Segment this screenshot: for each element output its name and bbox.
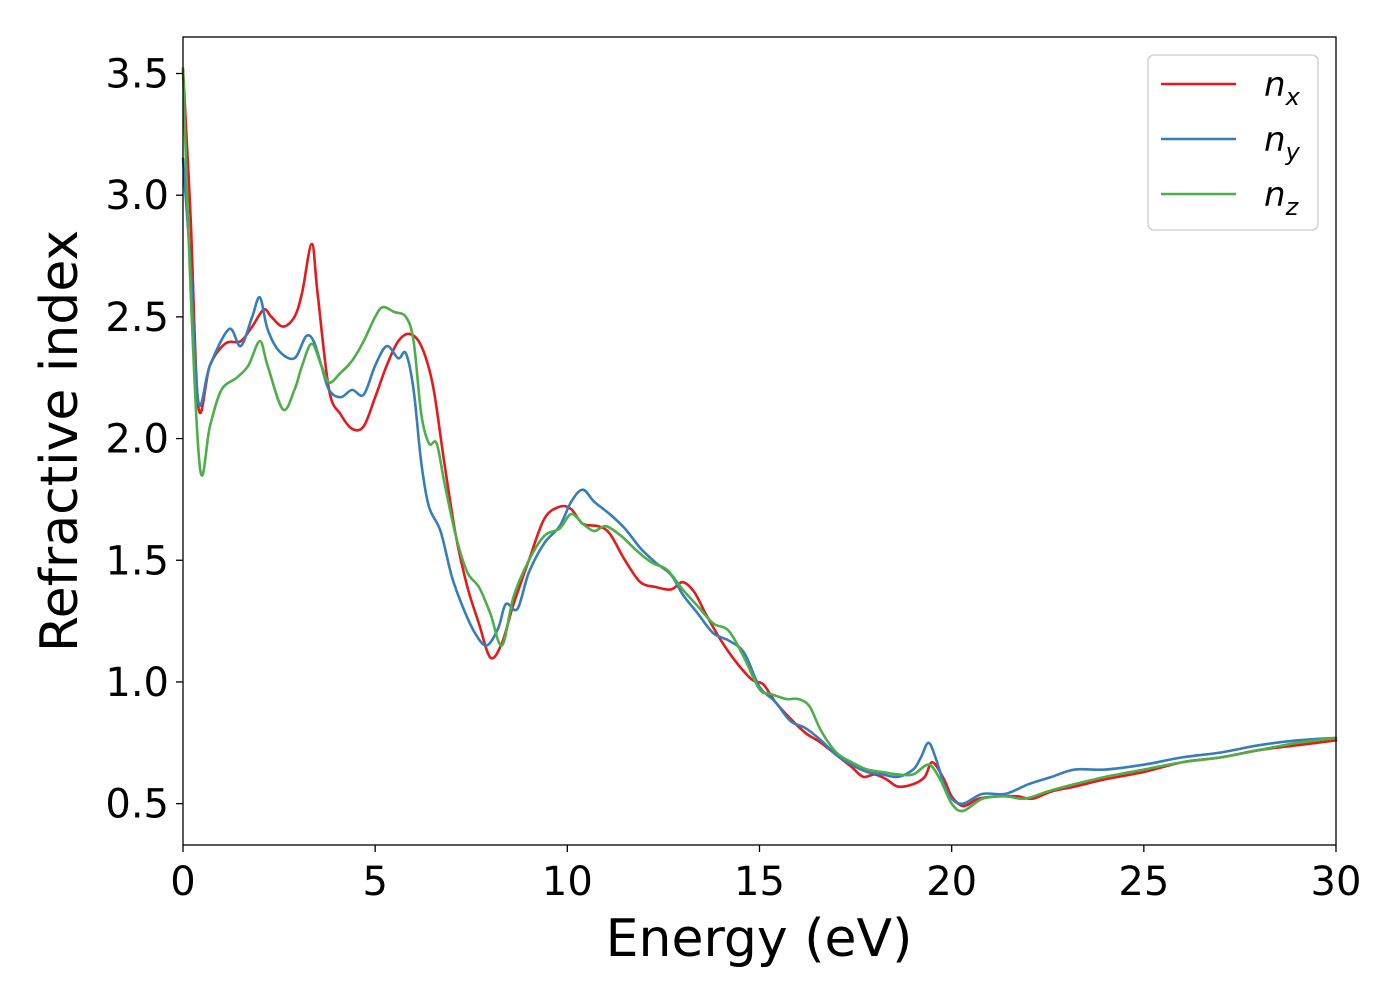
y-tick-label: 1.5 — [105, 538, 169, 584]
series-line-ny — [181, 157, 1338, 806]
y-axis-title: Refractive index — [30, 230, 90, 652]
y-tick-label: 2.0 — [105, 417, 169, 463]
legend-entries: nx ny nz — [1161, 65, 1301, 221]
legend-label-nz: nz — [1264, 175, 1300, 221]
series-layer — [181, 67, 1338, 813]
x-tick-label: 10 — [542, 859, 593, 905]
y-tick-label: 3.0 — [105, 173, 169, 219]
legend-label-ny: ny — [1264, 120, 1301, 166]
y-tick-label: 1.0 — [105, 660, 169, 706]
y-axis-ticks: 0.5 1.0 1.5 2.0 2.5 3.0 3.5 — [105, 52, 183, 828]
x-tick-label: 25 — [1118, 859, 1169, 905]
y-tick-label: 0.5 — [105, 782, 169, 828]
y-tick-label: 3.5 — [105, 52, 169, 98]
x-tick-label: 5 — [362, 859, 387, 905]
series-line-nz — [181, 67, 1338, 813]
x-axis-title: Energy (eV) — [606, 909, 913, 969]
x-tick-label: 20 — [926, 859, 977, 905]
x-tick-label: 15 — [734, 859, 785, 905]
legend-label-nx: nx — [1264, 65, 1301, 111]
plot-background — [183, 37, 1336, 845]
legend: nx ny nz — [1147, 54, 1319, 231]
y-tick-label: 2.5 — [105, 295, 169, 341]
x-tick-label: 0 — [170, 859, 195, 905]
x-tick-label: 30 — [1311, 859, 1362, 905]
legend-box — [1147, 54, 1319, 231]
series-line-nx — [181, 67, 1338, 808]
x-axis-ticks: 0 5 10 15 20 25 30 — [170, 845, 1361, 905]
